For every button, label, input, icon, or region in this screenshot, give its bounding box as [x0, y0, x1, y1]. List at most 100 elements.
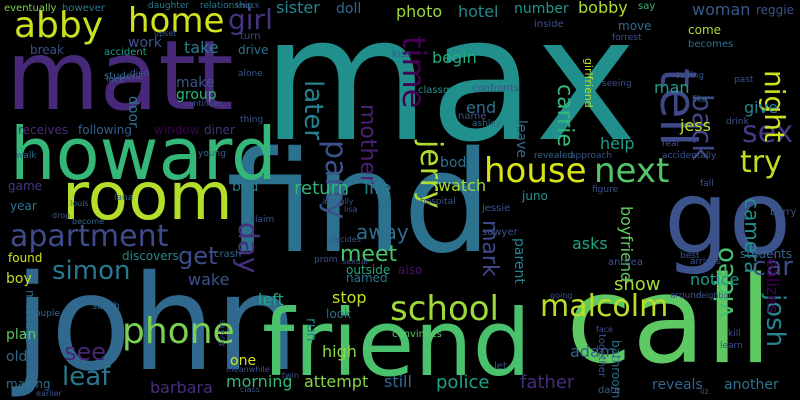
word-found: found: [8, 251, 43, 265]
word-diner: diner: [204, 123, 235, 137]
word-lisa: lisa: [344, 205, 358, 214]
word-hotel: hotel: [458, 2, 499, 21]
word-car: car: [752, 252, 793, 282]
word-take: take: [184, 38, 219, 57]
word-abby: abby: [14, 5, 104, 46]
word-confronts: confronts: [472, 83, 519, 94]
word-find: find: [226, 122, 492, 285]
word-prom: prom: [314, 255, 338, 265]
word-lock: lock: [106, 75, 125, 85]
word-past: past: [734, 75, 754, 85]
word-arrives: arrives: [690, 257, 721, 267]
word-died: died: [130, 69, 150, 79]
word-drop: drop: [52, 211, 71, 220]
word-decides: decides: [330, 235, 361, 244]
word-neighbor: neighbor: [696, 291, 732, 300]
word-alone: alone: [238, 69, 263, 79]
word-andrea: andrea: [608, 257, 643, 268]
word-stop: stop: [332, 288, 367, 307]
word-let: let: [494, 361, 507, 372]
word-attempt: attempt: [304, 372, 369, 391]
word-move: move: [618, 19, 652, 33]
word-classmate: classmate: [418, 85, 469, 96]
word-body: body: [440, 155, 475, 171]
word-girlfriend: girlfriend: [582, 58, 595, 108]
word-class: class: [240, 385, 260, 394]
word-barbara: barbara: [150, 378, 213, 397]
word-friend: friend: [262, 290, 532, 397]
word-turn: turn: [240, 31, 261, 42]
word-saying: saying: [218, 320, 227, 347]
word-becomes: becomes: [688, 39, 734, 50]
word-making: making: [6, 377, 51, 391]
word-accident: accident: [104, 47, 147, 58]
word-jessie: jessie: [482, 203, 511, 214]
word-thing: thing: [240, 115, 264, 125]
word-bobby: bobby: [578, 0, 628, 17]
word-photo: photo: [396, 2, 443, 21]
word-old: old: [6, 349, 28, 365]
word-date: date: [598, 385, 621, 396]
word-woman: woman: [692, 0, 751, 19]
word-twin: twin: [282, 371, 299, 380]
word-camera: camera: [740, 198, 764, 274]
word-try: try: [740, 145, 782, 180]
word-come: come: [688, 23, 722, 37]
word-student: student: [104, 71, 143, 82]
word-walk: walk: [16, 151, 37, 161]
word-mother: mother: [355, 104, 380, 185]
word-telling: telling: [676, 71, 704, 81]
word-relationship: relationship: [200, 1, 253, 11]
word-doll: doll: [336, 1, 362, 17]
word-name: name: [458, 111, 487, 122]
word-notice: notice: [690, 270, 740, 289]
word-sawyer: sawyer: [482, 227, 518, 238]
word-also: also: [398, 263, 423, 277]
word-run: run: [303, 318, 319, 342]
word-say: say: [638, 1, 656, 12]
word-like: like: [692, 95, 708, 105]
word-sexual: sexual: [342, 257, 368, 266]
word-room: room: [62, 158, 233, 235]
word-louis: louis: [70, 199, 89, 208]
word-leave: leave: [513, 120, 529, 158]
word-apartment: apartment: [10, 219, 169, 254]
word-asks: asks: [572, 234, 608, 253]
word-hospital: hospital: [420, 197, 456, 207]
word-earlier: earlier: [36, 389, 62, 398]
word-return: return: [294, 178, 350, 199]
word-kill: kill: [728, 329, 741, 339]
word-forrest: forrest: [612, 33, 642, 43]
word-crash: crash: [214, 249, 242, 260]
word-barry: barry: [770, 207, 797, 218]
word-man: man: [654, 78, 690, 97]
word-group: group: [176, 87, 217, 103]
word-away: away: [356, 220, 409, 244]
word-malcolm: malcolm: [540, 289, 669, 324]
word-parent: parent: [511, 238, 527, 284]
word-phone: phone: [122, 311, 235, 352]
word-left: left: [258, 290, 284, 309]
word-show: show: [614, 274, 661, 295]
word-end: end: [466, 98, 497, 117]
word-best: best: [680, 251, 700, 261]
word-young: young: [198, 149, 226, 159]
word-lana: lana: [114, 193, 134, 203]
word-face: face: [596, 325, 614, 334]
word-drink: drink: [726, 117, 749, 127]
word-wake: wake: [188, 270, 230, 289]
word-sarah: sarah: [92, 301, 120, 312]
word-another: another: [724, 377, 779, 393]
word-juno: juno: [522, 189, 548, 203]
word-boy: boy: [6, 271, 32, 287]
word-couple: couple: [30, 309, 60, 319]
word-outside: outside: [346, 263, 391, 277]
word-high: high: [322, 342, 357, 361]
word-eventually: eventually: [4, 3, 57, 14]
word-accidentally: accidentally: [662, 151, 717, 161]
word-students: students: [740, 247, 793, 261]
word-revealed: revealed: [534, 151, 574, 161]
word-give: give: [744, 98, 778, 117]
word-see: see: [64, 338, 107, 366]
